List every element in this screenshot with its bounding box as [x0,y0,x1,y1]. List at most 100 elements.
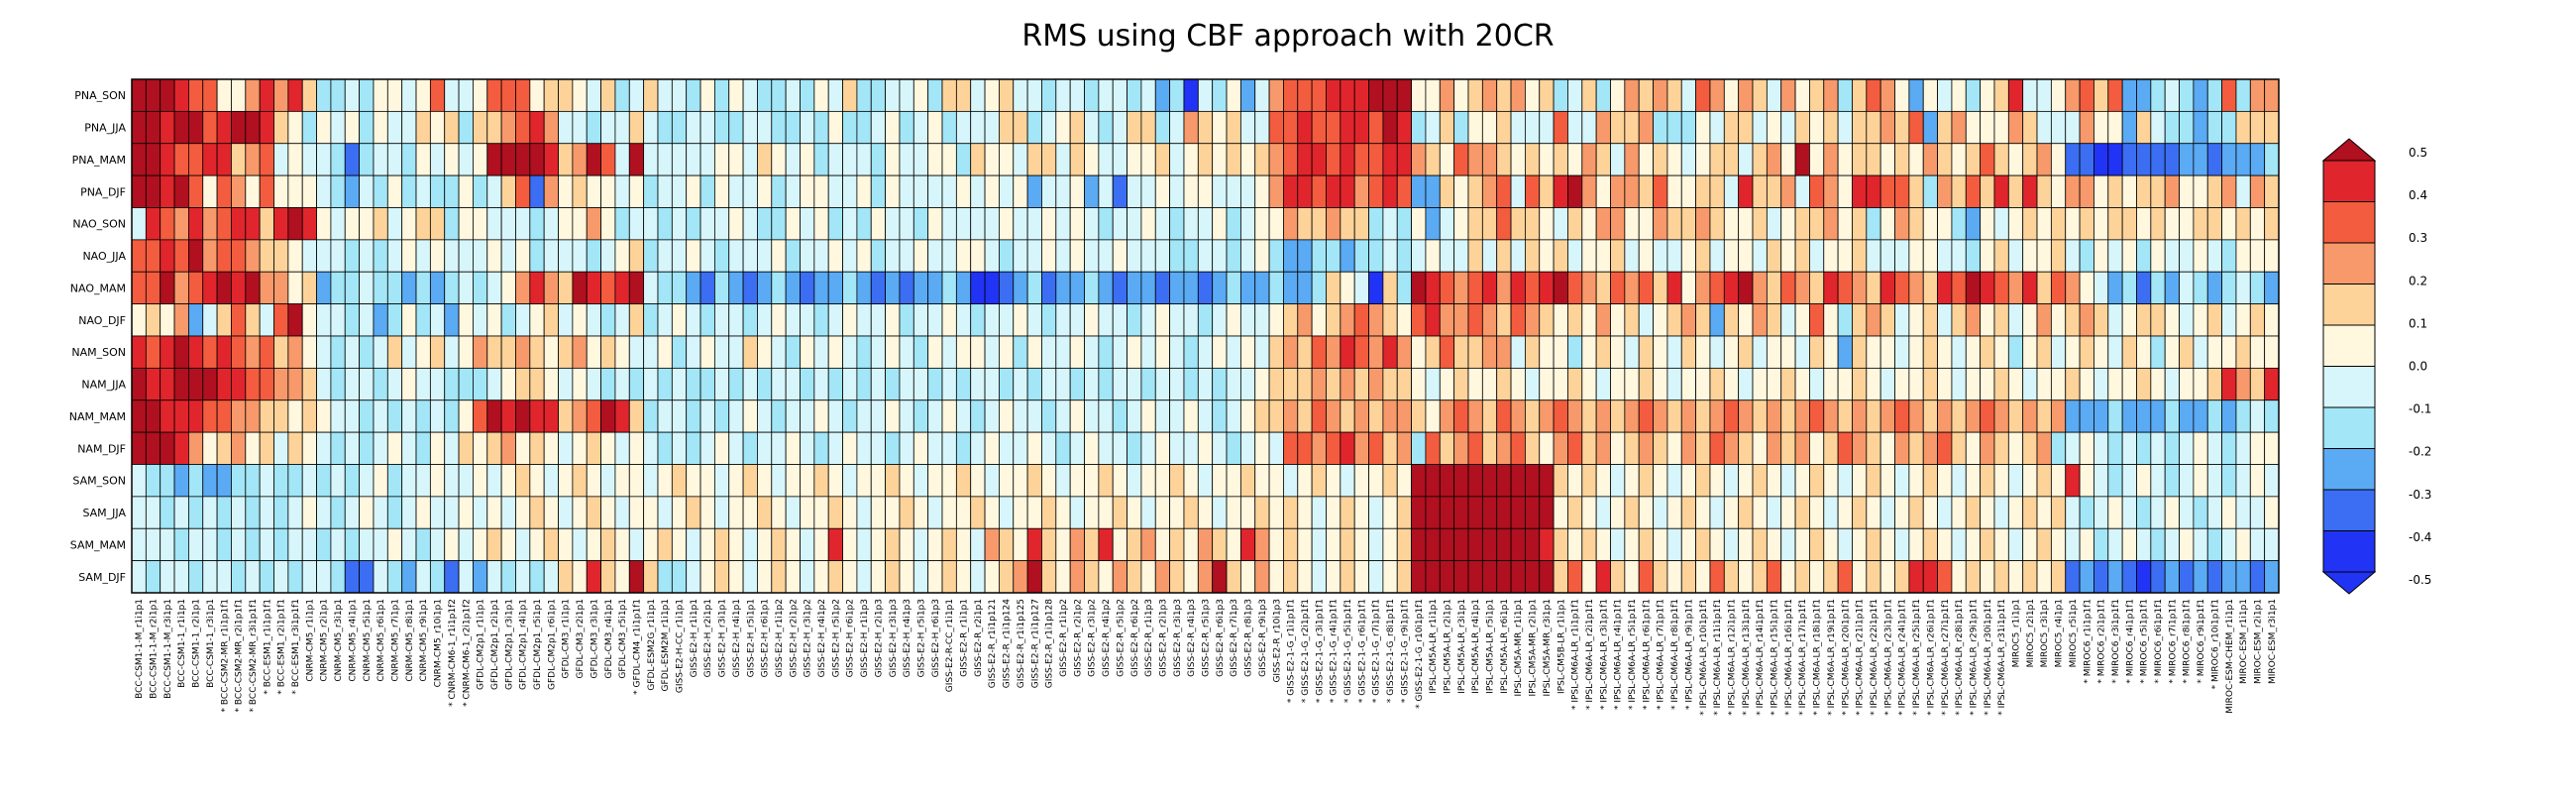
colorbar-swatch [2322,284,2376,326]
heatmap-cell [1879,143,1895,176]
heatmap-cell [1396,143,1412,176]
heatmap-cell [245,239,261,273]
heatmap-cell [586,239,601,273]
heatmap-cell [728,560,744,594]
heatmap-cell [187,496,204,529]
heatmap-cell [1510,335,1526,369]
heatmap-cell [586,303,601,337]
heatmap-cell [2164,207,2180,241]
heatmap-cell [1368,527,1384,562]
heatmap-cell [657,143,673,176]
heatmap-cell [1496,174,1512,208]
heatmap-cell [1624,367,1640,401]
heatmap-cell [1937,527,1953,562]
heatmap-cell [2193,560,2208,594]
heatmap-cell [628,431,645,465]
heatmap-cell [344,143,361,176]
heatmap-cell [401,560,417,594]
heatmap-cell [1709,367,1725,401]
heatmap-cell [1894,464,1910,498]
heatmap-cell [1169,431,1185,465]
heatmap-cell [912,367,929,401]
heatmap-cell [202,174,218,208]
heatmap-cell [2093,303,2109,337]
heatmap-cell [1766,335,1782,369]
heatmap-cell [231,143,247,176]
heatmap-cell [160,78,175,112]
heatmap-cell [970,271,986,305]
heatmap-cell [1197,431,1214,465]
heatmap-cell [657,207,673,241]
heatmap-cell [628,271,645,305]
heatmap-cell [1894,367,1910,401]
heatmap-cell [1951,78,1967,112]
column-label: * IPSL-CM6A-LR_r5i1p1f1 [1628,599,1638,710]
heatmap-cell [1638,399,1654,433]
heatmap-cell [558,78,574,112]
heatmap-cell [1539,464,1555,498]
heatmap-cell [1937,399,1953,433]
heatmap-cell [1908,174,1924,208]
heatmap-cell [1780,78,1796,112]
heatmap-cell [287,335,303,369]
heatmap-cell [572,496,588,529]
heatmap-cell [842,78,858,112]
heatmap-cell [628,239,645,273]
heatmap-cell [344,239,361,273]
heatmap-cell [1382,110,1398,145]
heatmap-cell [1496,464,1512,498]
heatmap-cell [1353,78,1369,112]
heatmap-cell [2022,303,2038,337]
column-label: GFDL-ESM2G_r1i1p1 [647,599,657,691]
heatmap-cell [1965,271,1982,305]
heatmap-cell [359,527,375,562]
heatmap-cell [842,174,858,208]
heatmap-cell [1567,464,1583,498]
colorbar-tick-label: -0.1 [2409,402,2431,416]
heatmap-cell [1098,110,1114,145]
heatmap-cell [1098,335,1114,369]
heatmap-cell [1809,239,1825,273]
heatmap-cell [259,496,274,529]
heatmap-cell [572,207,588,241]
heatmap-cell [1169,367,1185,401]
heatmap-cell [572,431,588,465]
heatmap-cell [1411,527,1427,562]
heatmap-cell [1382,560,1398,594]
heatmap-cell [1752,335,1768,369]
heatmap-cell [216,527,232,562]
heatmap-cell [259,335,274,369]
heatmap-cell [145,271,161,305]
heatmap-cell [273,110,289,145]
heatmap-cell [1723,303,1740,337]
heatmap-cell [2121,367,2137,401]
heatmap-cell [1738,367,1754,401]
heatmap-cell [1539,239,1555,273]
heatmap-cell [927,78,943,112]
heatmap-cell [1610,527,1626,562]
heatmap-cell [1425,496,1441,529]
heatmap-cell [1638,303,1654,337]
heatmap-cell [1396,431,1412,465]
column-label: * MIROC6_r2i1p1f1 [2097,599,2107,684]
heatmap-cell [671,335,688,369]
heatmap-cell [1084,527,1100,562]
heatmap-cell [515,207,531,241]
heatmap-cell [2193,143,2208,176]
heatmap-cell [984,431,1000,465]
heatmap-cell [1866,399,1881,433]
heatmap-cell [728,367,744,401]
column-label: * BCC-CSM2-MR_r1i1p1f1 [220,599,230,712]
heatmap-cell [1026,78,1042,112]
heatmap-cell [486,303,502,337]
heatmap-cell [429,303,446,337]
column-label: * IPSL-CM6A-LR_r17i1p1f1 [1798,599,1808,716]
heatmap-cell [800,464,815,498]
heatmap-cell [1709,143,1725,176]
heatmap-cell [1127,464,1142,498]
heatmap-cell [1340,110,1355,145]
column-label: * IPSL-CM6A-LR_r9i1p1f1 [1684,599,1694,710]
column-label: * MIROC6_r10i1p1f1 [2210,599,2220,689]
heatmap-cell [1852,527,1868,562]
column-label: * IPSL-CM6A-LR_r12i1p1f1 [1727,599,1737,716]
